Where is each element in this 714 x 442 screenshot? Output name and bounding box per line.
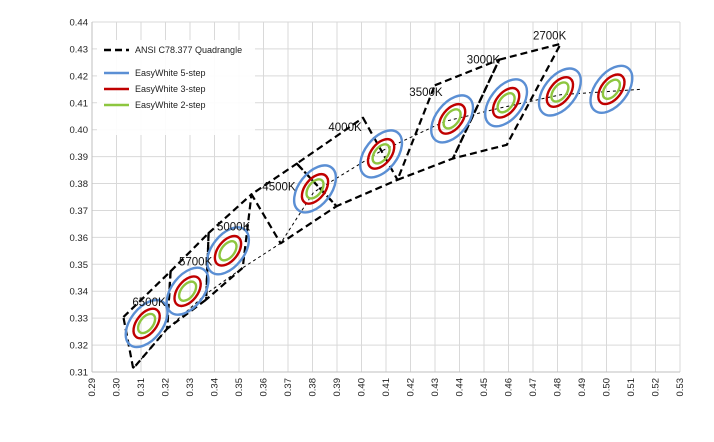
ellipse-3step-0 <box>132 307 161 340</box>
x-tick-label: 0.53 <box>675 378 686 397</box>
y-tick-label: 0.36 <box>70 233 89 244</box>
ellipse-3step-6 <box>491 86 521 119</box>
ellipse-2step-2 <box>218 240 238 262</box>
x-tick-label: 0.39 <box>332 378 343 397</box>
cct-label: 6500K <box>132 297 166 309</box>
y-tick-label: 0.41 <box>70 98 89 109</box>
ellipse-3step-4 <box>366 137 396 170</box>
x-tick-label: 0.32 <box>161 378 172 397</box>
x-tick-label: 0.49 <box>577 378 588 397</box>
x-tick-label: 0.48 <box>553 378 564 397</box>
x-tick-label: 0.41 <box>381 378 392 397</box>
ellipse-5step-8 <box>589 64 634 114</box>
ellipse-2step-0 <box>136 312 157 335</box>
y-tick-label: 0.32 <box>70 341 89 352</box>
x-tick-label: 0.33 <box>185 378 196 397</box>
cct-label: 3000K <box>467 55 501 67</box>
legend-box <box>97 40 255 135</box>
y-tick-label: 0.33 <box>70 314 89 325</box>
x-tick-label: 0.51 <box>626 378 637 397</box>
x-tick-label: 0.38 <box>308 378 319 397</box>
ellipse-2step-3 <box>305 178 325 200</box>
y-tick-label: 0.43 <box>70 44 89 55</box>
x-tick-label: 0.45 <box>479 378 490 397</box>
x-tick-label: 0.36 <box>259 378 270 397</box>
cct-label: 5000K <box>217 222 251 234</box>
ellipse-3step-7 <box>545 76 575 108</box>
cct-label: 4500K <box>262 181 296 193</box>
x-tick-label: 0.40 <box>357 378 368 397</box>
ellipse-5step-3 <box>292 164 338 214</box>
ellipse-2step-5 <box>442 108 462 130</box>
cct-label: 2700K <box>533 31 567 43</box>
ellipse-5step-6 <box>484 78 529 128</box>
planckian-locus-line <box>132 88 641 369</box>
ellipse-2step-7 <box>550 81 570 103</box>
cct-labels: 6500K 5700K 5000K 4500K 4000K 3500K 3000K 2700K <box>132 31 566 310</box>
x-tick-label: 0.42 <box>406 378 417 397</box>
x-tick-label: 0.30 <box>112 378 123 397</box>
ellipse-2step-4 <box>371 143 391 165</box>
x-tick-label: 0.47 <box>528 378 539 397</box>
ellipse-2step-1 <box>177 280 198 302</box>
ellipse-3step-3 <box>300 172 330 205</box>
ellipse-3step-5 <box>437 102 467 135</box>
ellipse-3step-2 <box>213 234 243 267</box>
ellipse-2step-6 <box>496 92 516 114</box>
ellipse-5step-5 <box>430 94 475 144</box>
cct-label: 4000K <box>328 122 362 134</box>
y-tick-label: 0.37 <box>70 206 89 217</box>
easywhite-ellipses <box>124 64 634 349</box>
ellipse-3step-1 <box>173 275 202 308</box>
legend: ANSI C78.377 Quadrangle EasyWhite 5-step… <box>97 40 255 135</box>
x-tick-label: 0.50 <box>602 378 613 397</box>
x-tick-label: 0.31 <box>136 378 147 397</box>
x-tick-labels: 0.29 0.30 0.31 0.32 0.33 0.34 0.35 0.36 0.37 0.38… <box>87 378 686 397</box>
ellipse-3step-8 <box>597 73 626 106</box>
ellipse-5step-1 <box>165 266 210 316</box>
x-tick-label: 0.35 <box>234 378 245 397</box>
y-tick-label: 0.39 <box>70 152 89 163</box>
cct-label: 5700K <box>179 257 213 269</box>
y-tick-label: 0.38 <box>70 179 89 190</box>
axes <box>91 22 680 373</box>
y-tick-label: 0.42 <box>70 71 89 82</box>
ellipse-5step-2 <box>205 226 251 276</box>
y-tick-label: 0.35 <box>70 260 89 271</box>
x-tick-label: 0.52 <box>651 378 662 397</box>
x-tick-label: 0.43 <box>430 378 441 397</box>
legend-label-5step: EasyWhite 5-step <box>135 68 206 78</box>
x-tick-label: 0.46 <box>504 378 515 397</box>
x-tick-label: 0.37 <box>283 378 294 397</box>
ellipse-5step-7 <box>537 67 582 117</box>
legend-label-3step: EasyWhite 3-step <box>135 84 206 94</box>
y-tick-labels: 0.31 0.32 0.33 0.34 0.35 0.36 0.37 0.38 0.39 0.40… <box>70 18 89 379</box>
x-tick-label: 0.34 <box>210 378 221 397</box>
ellipse-2step-8 <box>601 78 622 101</box>
planckian-locus <box>132 88 641 369</box>
ansi-quadrangle-2 <box>205 193 253 301</box>
cct-label: 3500K <box>409 87 443 99</box>
legend-label-ansi: ANSI C78.377 Quadrangle <box>135 45 242 55</box>
y-tick-label: 0.44 <box>70 18 89 29</box>
y-tick-label: 0.40 <box>70 125 89 136</box>
ellipse-5step-0 <box>124 298 169 349</box>
y-tick-label: 0.31 <box>70 368 89 379</box>
legend-label-2step: EasyWhite 2-step <box>135 100 206 110</box>
x-tick-label: 0.29 <box>87 378 98 397</box>
y-tick-label: 0.34 <box>70 287 89 298</box>
ellipse-5step-4 <box>359 129 404 179</box>
x-tick-label: 0.44 <box>455 378 466 397</box>
